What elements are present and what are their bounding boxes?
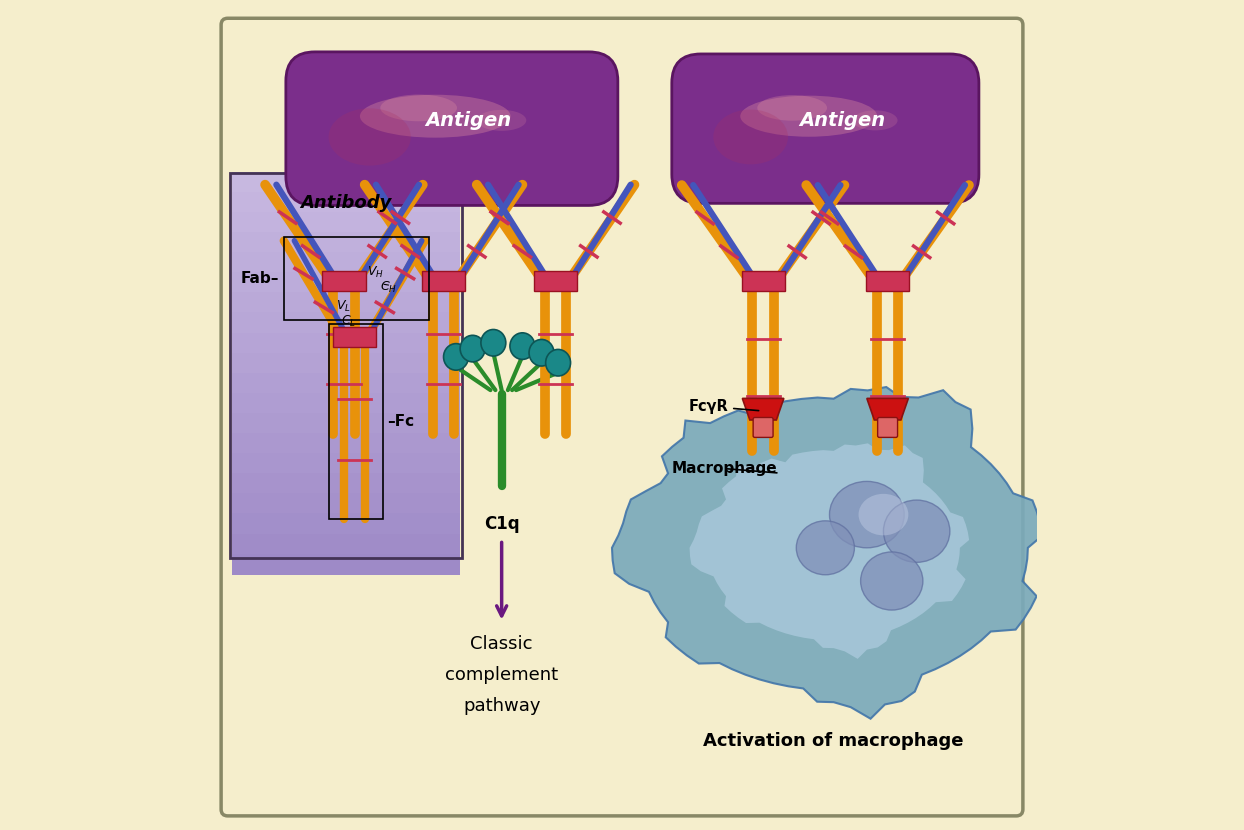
FancyBboxPatch shape xyxy=(534,271,577,290)
Bar xyxy=(231,312,460,334)
Text: C1q: C1q xyxy=(484,515,520,533)
Bar xyxy=(231,252,460,274)
Bar xyxy=(330,324,383,519)
Text: FcγR: FcγR xyxy=(688,399,759,414)
FancyBboxPatch shape xyxy=(332,327,376,347)
Bar xyxy=(231,453,460,475)
Bar xyxy=(231,433,460,455)
FancyBboxPatch shape xyxy=(322,271,366,290)
Bar xyxy=(231,473,460,495)
Ellipse shape xyxy=(883,500,950,563)
Ellipse shape xyxy=(861,552,923,610)
Text: Classic: Classic xyxy=(470,635,532,653)
Ellipse shape xyxy=(510,333,535,359)
Ellipse shape xyxy=(529,339,554,366)
Ellipse shape xyxy=(460,335,485,362)
Bar xyxy=(231,413,460,435)
Ellipse shape xyxy=(852,110,898,130)
Bar xyxy=(231,192,460,213)
Bar xyxy=(284,237,429,320)
Bar xyxy=(231,172,460,193)
FancyBboxPatch shape xyxy=(422,271,465,290)
FancyBboxPatch shape xyxy=(877,417,898,437)
Text: Antigen: Antigen xyxy=(425,111,511,129)
Bar xyxy=(231,393,460,414)
Text: Antigen: Antigen xyxy=(799,111,884,129)
Ellipse shape xyxy=(546,349,571,376)
Bar xyxy=(231,333,460,354)
Text: Activation of macrophage: Activation of macrophage xyxy=(703,732,964,750)
Polygon shape xyxy=(689,443,969,659)
Ellipse shape xyxy=(328,109,411,166)
Ellipse shape xyxy=(444,344,469,370)
Bar xyxy=(231,373,460,394)
FancyBboxPatch shape xyxy=(866,271,909,291)
Ellipse shape xyxy=(830,481,904,548)
FancyBboxPatch shape xyxy=(753,417,773,437)
Ellipse shape xyxy=(740,95,877,137)
Ellipse shape xyxy=(360,95,510,138)
Bar xyxy=(231,554,460,575)
Bar xyxy=(231,353,460,374)
Polygon shape xyxy=(612,387,1042,719)
FancyBboxPatch shape xyxy=(741,271,785,291)
Text: Macrophage: Macrophage xyxy=(672,461,778,476)
Text: complement: complement xyxy=(445,666,559,685)
Polygon shape xyxy=(743,398,784,420)
FancyBboxPatch shape xyxy=(672,54,979,203)
Bar xyxy=(231,212,460,233)
Bar xyxy=(231,493,460,515)
Bar xyxy=(231,272,460,294)
Ellipse shape xyxy=(476,110,526,131)
Text: $V_H$: $V_H$ xyxy=(367,265,384,280)
Bar xyxy=(231,534,460,555)
Text: Fab–: Fab– xyxy=(241,271,280,286)
Ellipse shape xyxy=(858,494,908,535)
Ellipse shape xyxy=(713,110,787,164)
Ellipse shape xyxy=(481,330,506,356)
Ellipse shape xyxy=(796,521,855,574)
Text: $V_L$: $V_L$ xyxy=(336,299,351,314)
Text: $C_H$: $C_H$ xyxy=(379,280,397,295)
Text: Antibody: Antibody xyxy=(300,194,392,212)
FancyBboxPatch shape xyxy=(286,51,618,206)
FancyBboxPatch shape xyxy=(221,18,1023,816)
Text: pathway: pathway xyxy=(463,697,540,715)
Text: –Fc: –Fc xyxy=(388,413,414,429)
Ellipse shape xyxy=(381,95,457,121)
Bar xyxy=(231,292,460,314)
Bar xyxy=(231,514,460,535)
Bar xyxy=(231,232,460,254)
Ellipse shape xyxy=(758,95,827,120)
Text: $C_L$: $C_L$ xyxy=(341,314,357,329)
Polygon shape xyxy=(867,398,908,420)
